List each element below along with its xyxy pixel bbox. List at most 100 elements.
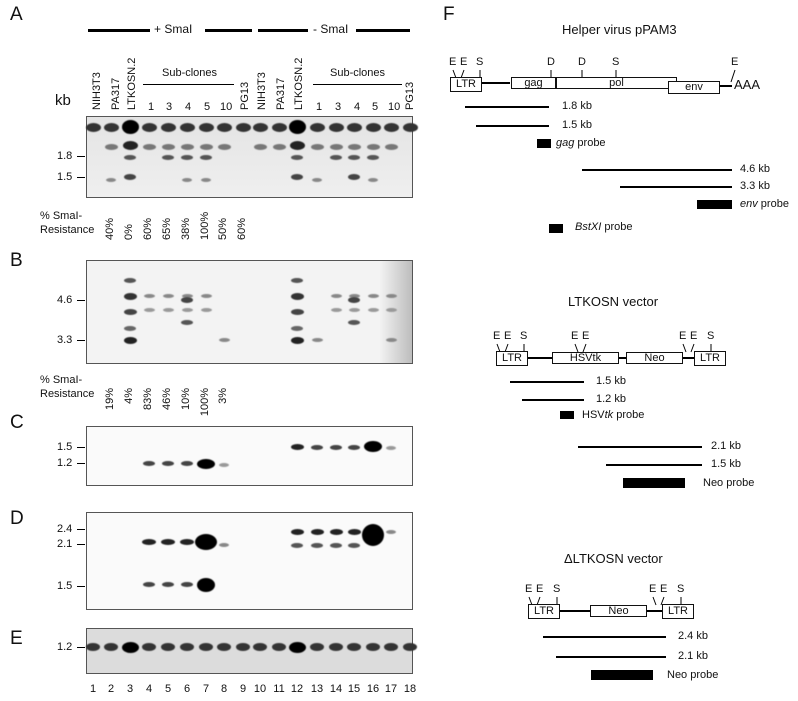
ltkosn-hsvtk-probe-label: HSVtk probe <box>582 409 644 421</box>
helper-frag-4.6-label: 4.6 kb <box>740 163 770 175</box>
blot-d <box>86 512 413 610</box>
blot-b-band-lane-12 <box>290 336 304 344</box>
panel-label-b: B <box>10 250 23 271</box>
blot-a-band-lane-18 <box>402 122 418 132</box>
blot-a-resistance-7: 100% <box>199 211 211 240</box>
lane-number-18: 18 <box>403 683 417 695</box>
minus-smai-line-right <box>356 29 410 32</box>
subclone-10-2: 10 <box>388 101 401 113</box>
blot-a-resistance-4: 60% <box>142 217 154 240</box>
lane-number-9: 9 <box>239 683 247 695</box>
lane-number-2: 2 <box>107 683 115 695</box>
blot-e-band-lane-13 <box>310 643 324 651</box>
blot-a-band-lane-1 <box>85 122 101 132</box>
blot-c-band-lane-5 <box>162 460 174 466</box>
ltkosn-site-s1: S <box>520 330 528 342</box>
helper-box-gag: gag <box>511 77 556 89</box>
blot-b-band-lane-15 <box>348 319 360 325</box>
blot-e-band-lane-12 <box>288 641 306 653</box>
blot-c-band-lane-12 <box>290 444 304 450</box>
subclone-4: 4 <box>185 101 192 113</box>
helper-bstxi-probe-suffix: probe <box>601 221 633 233</box>
dltkosn-box-ltr1: LTR <box>528 604 560 619</box>
blot-b <box>86 260 413 364</box>
blot-d-band-lane-17 <box>386 530 396 534</box>
blot-a-band-lane-3 <box>121 120 139 134</box>
helper-frag-4.6 <box>582 169 732 171</box>
blot-d-band-lane-4 <box>143 581 155 587</box>
blot-c <box>86 426 413 486</box>
blot-a-tick-1.5 <box>77 177 85 178</box>
subclone-5-2: 5 <box>372 101 379 113</box>
lane-number-1: 1 <box>89 683 97 695</box>
dltkosn-neo-probe-label: Neo probe <box>667 669 719 681</box>
blot-c-band-lane-14 <box>330 444 342 450</box>
blot-a-band-lane-16 <box>368 178 378 182</box>
blot-b-marker-4.6: 4.6 <box>57 294 73 306</box>
blot-e-band-lane-6 <box>180 643 194 651</box>
panel-label-a: A <box>10 4 23 25</box>
blot-c-band-lane-15 <box>348 444 360 450</box>
dltkosn-box-neo: Neo <box>590 605 647 617</box>
ltkosn-site-e4: E <box>582 330 590 342</box>
helper-site-d2: D <box>578 56 586 68</box>
helper-bstxi-probe-italic: BstXI <box>575 221 602 233</box>
minus-smai-label: - SmaI <box>313 22 349 36</box>
lane-number-3: 3 <box>126 683 134 695</box>
blot-a-band-lane-7 <box>201 178 211 182</box>
ltkosn-frag-1.5-label: 1.5 kb <box>596 375 626 387</box>
helper-polya: AAA <box>734 77 761 92</box>
ltkosn-frag-1.5 <box>510 381 584 383</box>
dltkosn-title: ΔLTKOSN vector <box>564 551 663 566</box>
blot-a-resistance-5: 65% <box>161 217 173 240</box>
blot-d-marker-1.5: 1.5 <box>57 580 73 592</box>
lane-number-13: 13 <box>310 683 324 695</box>
blot-b-band-lane-6 <box>181 319 193 325</box>
ltkosn-title: LTKOSN vector <box>568 294 659 309</box>
blot-a-band-lane-13 <box>310 144 324 150</box>
blot-c-band-lane-17 <box>386 446 396 450</box>
dltkosn-site-e4: E <box>660 583 668 595</box>
blot-d-band-lane-6 <box>180 539 194 545</box>
dltkosn-frag-2.1 <box>556 656 666 658</box>
panel-label-e: E <box>10 628 23 649</box>
blot-a-band-lane-4 <box>142 144 156 150</box>
blot-c-marker-1.2: 1.2 <box>57 457 73 469</box>
ltkosn-hsvtk-probe-pre: HSV <box>582 409 605 421</box>
blot-e-band-lane-18 <box>403 643 417 651</box>
helper-env-probe-label: env probe <box>740 198 789 210</box>
blot-e-band-lane-4 <box>142 643 156 651</box>
helper-site-e2: E <box>460 56 468 68</box>
blot-e-band-lane-15 <box>347 643 361 651</box>
blot-a-band-lane-7 <box>198 122 214 132</box>
subclones-label-2: Sub-clones <box>330 67 386 79</box>
blot-a-band-lane-6 <box>182 178 192 182</box>
ltkosn-site-e2: E <box>504 330 512 342</box>
helper-frag-1.8 <box>465 106 549 108</box>
plus-smai-line-right <box>205 29 252 32</box>
blot-a-band-lane-16 <box>366 144 380 150</box>
blot-b-marker-3.3: 3.3 <box>57 334 73 346</box>
blot-b-band-lane-7 <box>200 294 212 298</box>
blot-e-band-lane-3 <box>121 641 139 653</box>
blot-a-band-lane-6 <box>179 122 195 132</box>
blot-a-band-lane-14 <box>329 144 343 150</box>
helper-env-probe-italic: env <box>740 198 758 210</box>
blot-d-tick-1.5 <box>77 586 85 587</box>
minus-smai-line-left <box>258 29 308 32</box>
blot-a-resistance-label-2: Resistance <box>40 224 95 236</box>
blot-e-band-lane-11 <box>272 643 286 651</box>
helper-env-probe-bar <box>697 200 732 209</box>
subclone-5: 5 <box>204 101 211 113</box>
ltkosn-neo-probe-label: Neo probe <box>703 477 755 489</box>
blot-b-band-lane-12 <box>291 277 303 283</box>
blot-d-band-lane-12 <box>291 542 303 548</box>
blot-a-band-lane-9 <box>235 122 251 132</box>
blot-b-band-lane-15 <box>348 297 360 303</box>
blot-a-marker-1.8: 1.8 <box>57 150 73 162</box>
blot-e-marker-1.2: 1.2 <box>57 641 73 653</box>
lane-number-4: 4 <box>145 683 153 695</box>
ltkosn-hsvtk-probe-bar <box>560 411 574 419</box>
plus-smai-label: + SmaI <box>154 22 193 36</box>
